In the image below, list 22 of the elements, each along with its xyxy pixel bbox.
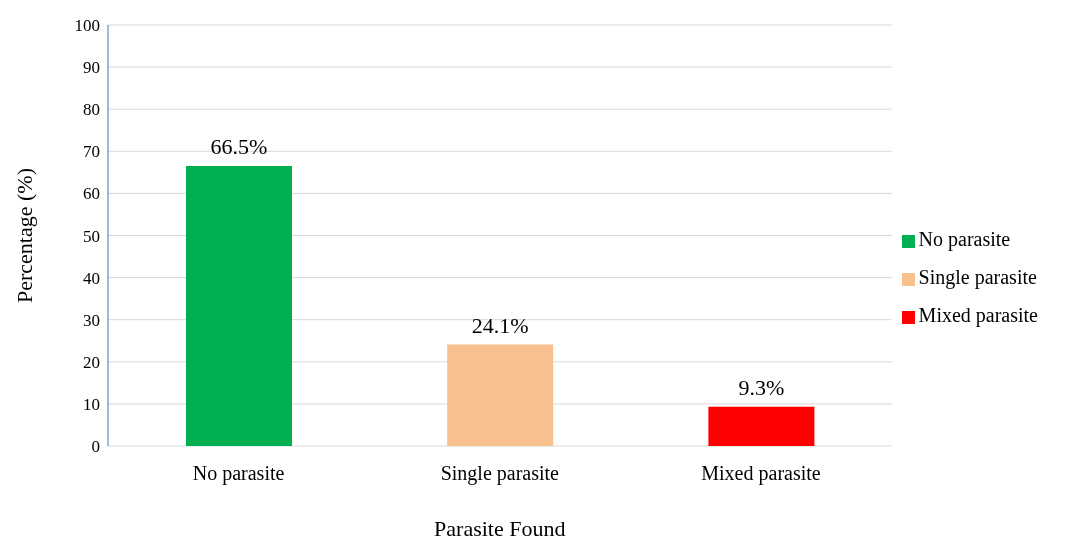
y-tick-label: 20 (83, 352, 100, 372)
y-tick-label: 60 (83, 184, 100, 204)
y-tick-label: 80 (83, 100, 100, 120)
y-axis-title: Percentage (%) (11, 168, 37, 303)
y-tick-label: 0 (91, 437, 100, 457)
legend-label: Mixed parasite (918, 304, 1038, 326)
y-tick-label: 10 (83, 394, 100, 414)
y-tick-label: 50 (83, 226, 100, 246)
legend-label: Single parasite (918, 266, 1037, 288)
x-tick-label: Single parasite (440, 462, 560, 486)
x-tick-label: Mixed parasite (701, 462, 821, 486)
y-tick-label: 70 (83, 142, 100, 162)
y-tick-label: 90 (83, 58, 100, 78)
x-tick-label: No parasite (192, 462, 285, 486)
y-tick-label: 100 (74, 16, 100, 36)
legend-label: No parasite (918, 228, 1011, 250)
y-tick-label: 40 (83, 268, 100, 288)
y-tick-label: 30 (83, 310, 100, 330)
data-label: 66.5% (210, 134, 268, 160)
data-label: 9.3% (738, 374, 785, 400)
data-label: 24.1% (471, 312, 529, 338)
x-axis-title: Parasite Found (434, 516, 566, 541)
